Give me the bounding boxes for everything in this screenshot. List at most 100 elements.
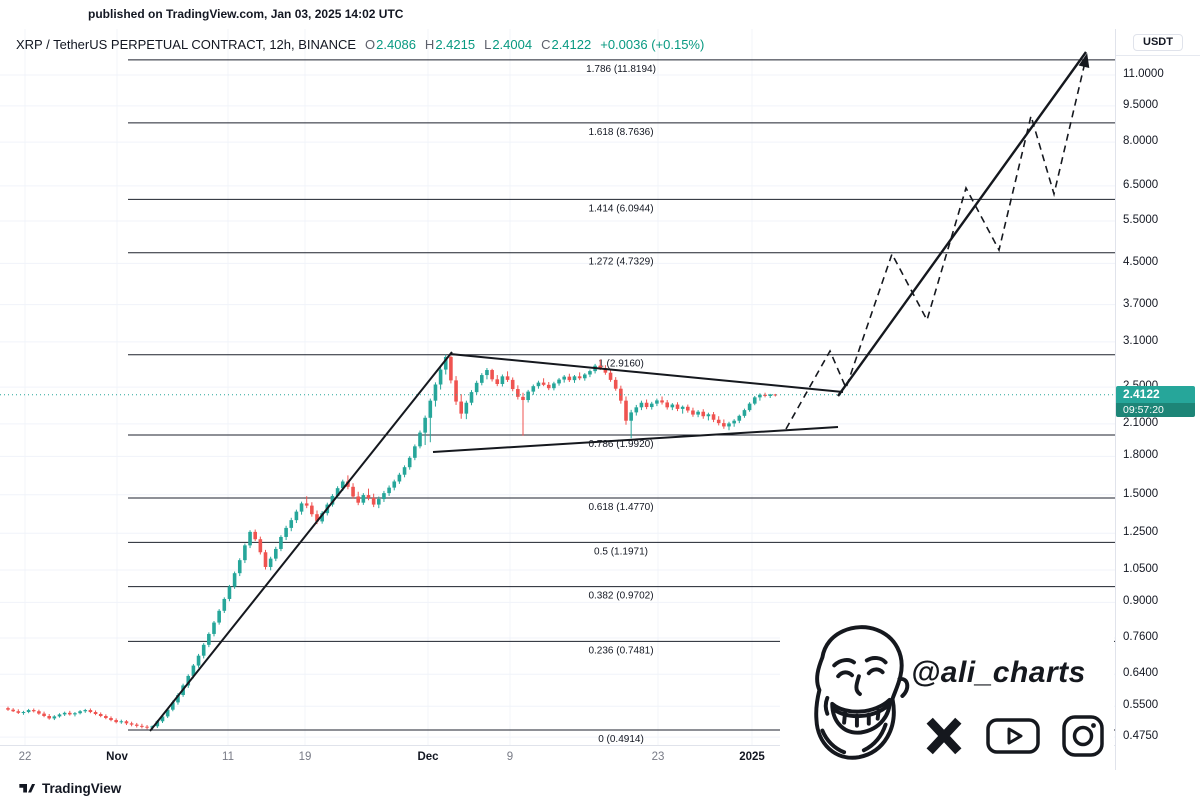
- candle-body: [603, 368, 608, 373]
- price-axis-label: 11.0000: [1123, 68, 1164, 80]
- time-axis-label: 2025: [739, 751, 765, 763]
- candle-body: [531, 386, 536, 392]
- candle-body: [11, 709, 15, 712]
- instagram-icon: [1062, 715, 1104, 757]
- price-axis-label: 3.7000: [1123, 297, 1159, 310]
- candle-body: [212, 622, 216, 634]
- symbol-header: XRP / TetherUS PERPETUAL CONTRACT, 12h, …: [16, 37, 704, 52]
- candle-body: [727, 423, 731, 427]
- candle-body: [691, 410, 695, 415]
- price-axis-label: 8.0000: [1123, 135, 1159, 148]
- candle-body: [315, 514, 319, 522]
- projection-path: [785, 57, 1087, 430]
- candle-body: [752, 397, 757, 404]
- candle-body: [649, 403, 654, 408]
- candle-body: [413, 446, 417, 458]
- fib-label: 1.272 (4.7329): [588, 257, 653, 268]
- footer-bar: TradingView: [0, 770, 1200, 808]
- fib-label: 0.382 (0.9702): [588, 591, 653, 602]
- candle-body: [588, 371, 592, 375]
- candle-body: [294, 511, 299, 521]
- candle-body: [134, 724, 139, 726]
- candle-body: [330, 495, 335, 505]
- tradingview-wordmark: TradingView: [42, 780, 122, 796]
- candle-body: [546, 384, 551, 389]
- candle-body: [433, 384, 438, 401]
- fib-label: 1.618 (8.7636): [588, 127, 653, 138]
- quote-currency-button[interactable]: USDT: [1133, 33, 1183, 51]
- price-axis-label: 2.1000: [1123, 416, 1159, 429]
- candle-body: [598, 365, 603, 369]
- candle-body: [505, 376, 510, 380]
- candle-body: [577, 376, 582, 379]
- candle-body: [768, 394, 772, 396]
- candle-body: [732, 420, 736, 424]
- fib-label: 0.618 (1.4770): [588, 502, 653, 513]
- price-scale[interactable]: USDT 11.0000 9.5000 8.0000 6.5000 5.5000 4.50…: [1115, 29, 1200, 770]
- candle-body: [289, 520, 294, 528]
- candle-body: [83, 710, 88, 712]
- trendline: [449, 353, 844, 393]
- candle-body: [449, 356, 453, 381]
- candle-body: [557, 379, 561, 384]
- candle-body: [377, 499, 381, 505]
- ohlc-low: L2.4004: [484, 37, 533, 52]
- fib-label: 0.5 (1.1971): [594, 546, 648, 557]
- candle-body: [26, 710, 31, 713]
- candle-body: [351, 486, 355, 497]
- tradingview-logo[interactable]: TradingView: [18, 779, 121, 797]
- candle-body: [624, 400, 628, 421]
- candle-body: [758, 394, 762, 398]
- candle-body: [274, 548, 278, 559]
- candle-body: [104, 716, 108, 719]
- candle-body: [644, 402, 649, 408]
- candle-body: [243, 545, 247, 561]
- candle-body: [114, 720, 118, 723]
- candle-body: [443, 356, 448, 370]
- candle-body: [407, 457, 412, 468]
- candle-body: [516, 389, 520, 397]
- candle-body: [397, 474, 402, 482]
- fib-label: 0.786 (1.9920): [588, 439, 653, 450]
- candle-body: [670, 404, 675, 408]
- candle-body: [454, 380, 458, 402]
- social-icons-row: [923, 714, 1105, 758]
- candle-body: [392, 481, 397, 488]
- candle-body: [201, 644, 206, 656]
- candle-body: [639, 402, 644, 408]
- fib-label: 0 (0.4914): [598, 734, 644, 745]
- price-axis-label: 6.5000: [1123, 178, 1159, 191]
- time-axis-label: Dec: [417, 751, 439, 763]
- candle-body: [629, 412, 633, 421]
- quote-currency-row: USDT: [1116, 29, 1200, 56]
- candle-body: [191, 665, 196, 676]
- candle-body: [773, 394, 778, 396]
- candle-body: [155, 721, 160, 727]
- fib-label: 1.414 (6.0944): [588, 203, 653, 214]
- ohlc-high: H2.4215: [424, 37, 476, 52]
- candle-body: [438, 369, 443, 385]
- projection-arrowhead: [1078, 53, 1090, 69]
- price-axis-label: 0.6400: [1123, 667, 1159, 680]
- candle-body: [402, 467, 407, 475]
- candle-body: [31, 710, 36, 712]
- trendline: [837, 51, 1087, 397]
- price-axis-label: 5.5000: [1123, 214, 1159, 227]
- fib-label: 1 (2.9160): [598, 359, 644, 370]
- candle-body: [140, 725, 144, 727]
- ali-charts-watermark: @ali_charts: [780, 612, 1114, 772]
- candle-body: [98, 714, 103, 717]
- candle-body: [418, 432, 422, 447]
- candle-body: [47, 716, 51, 719]
- trendline: [432, 426, 839, 453]
- candle-body: [186, 675, 191, 686]
- youtube-icon: [986, 718, 1040, 754]
- candle-body: [495, 379, 500, 384]
- candle-body: [706, 414, 711, 417]
- candle-body: [263, 552, 268, 567]
- candle-body: [299, 503, 304, 512]
- candle-body: [129, 723, 134, 725]
- candle-body: [763, 394, 767, 396]
- price-axis-label: 1.8000: [1123, 449, 1159, 462]
